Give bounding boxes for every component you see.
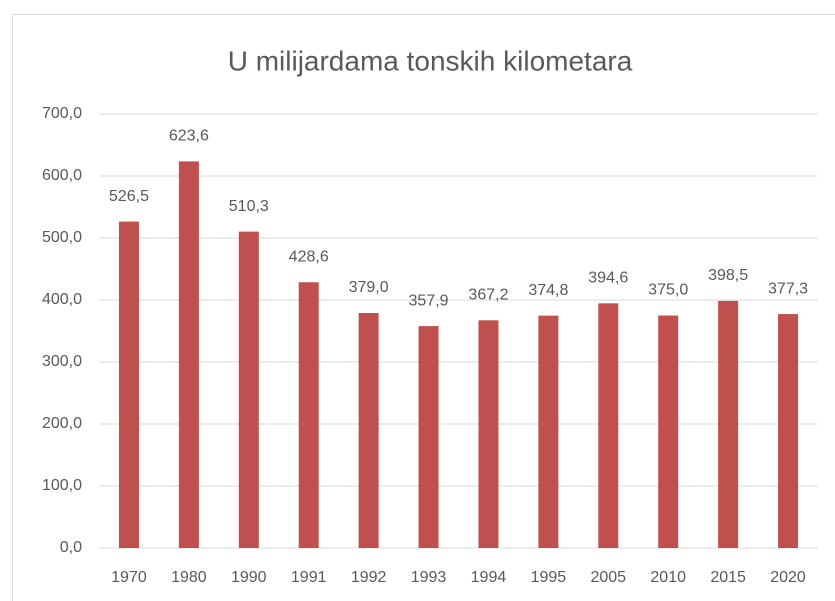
y-tick-label: 0,0 — [60, 539, 82, 556]
x-tick-label: 1995 — [531, 569, 567, 586]
bar — [358, 313, 379, 548]
y-tick-label: 600,0 — [42, 167, 82, 184]
y-tick-label: 100,0 — [42, 477, 82, 494]
x-tick-label: 1994 — [471, 569, 507, 586]
bar — [178, 161, 199, 549]
y-tick-label: 200,0 — [42, 415, 82, 432]
bar — [718, 300, 739, 548]
x-tick-label: 2020 — [770, 569, 806, 586]
data-label: 379,0 — [349, 279, 389, 296]
x-tick-label: 1993 — [411, 569, 447, 586]
data-label: 375,0 — [648, 282, 688, 299]
x-tick-label: 1990 — [231, 569, 267, 586]
data-label: 374,8 — [528, 282, 568, 299]
data-label: 428,6 — [289, 248, 329, 265]
bar — [658, 315, 679, 548]
x-tick-label: 1992 — [351, 569, 387, 586]
x-tick-label: 1980 — [171, 569, 207, 586]
x-tick-label: 2005 — [590, 569, 626, 586]
bar — [118, 221, 139, 548]
data-label: 377,3 — [768, 280, 808, 297]
data-label: 623,6 — [169, 128, 209, 145]
x-tick-label: 1970 — [111, 569, 147, 586]
x-tick-label: 2010 — [650, 569, 686, 586]
bar — [478, 320, 499, 548]
bar — [238, 231, 259, 548]
bar — [538, 315, 559, 548]
data-label: 394,6 — [588, 270, 628, 287]
y-tick-label: 500,0 — [42, 229, 82, 246]
chart-title: U milijardama tonskih kilometara — [228, 45, 633, 76]
bar — [298, 282, 319, 548]
y-tick-label: 400,0 — [42, 291, 82, 308]
y-tick-label: 700,0 — [42, 105, 82, 122]
y-tick-label: 300,0 — [42, 353, 82, 370]
x-tick-label: 1991 — [291, 569, 327, 586]
x-tick-label: 2015 — [710, 569, 746, 586]
bar — [418, 326, 439, 548]
bar — [598, 303, 619, 548]
data-label: 398,5 — [708, 267, 748, 284]
data-label: 367,2 — [468, 287, 508, 304]
data-label: 510,3 — [229, 198, 269, 215]
bar — [778, 314, 799, 548]
data-label: 357,9 — [409, 292, 449, 309]
data-label: 526,5 — [109, 188, 149, 205]
